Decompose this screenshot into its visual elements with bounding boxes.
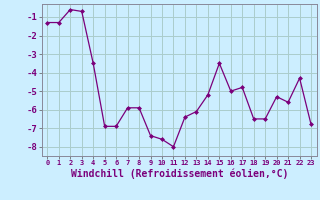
X-axis label: Windchill (Refroidissement éolien,°C): Windchill (Refroidissement éolien,°C) (70, 169, 288, 179)
